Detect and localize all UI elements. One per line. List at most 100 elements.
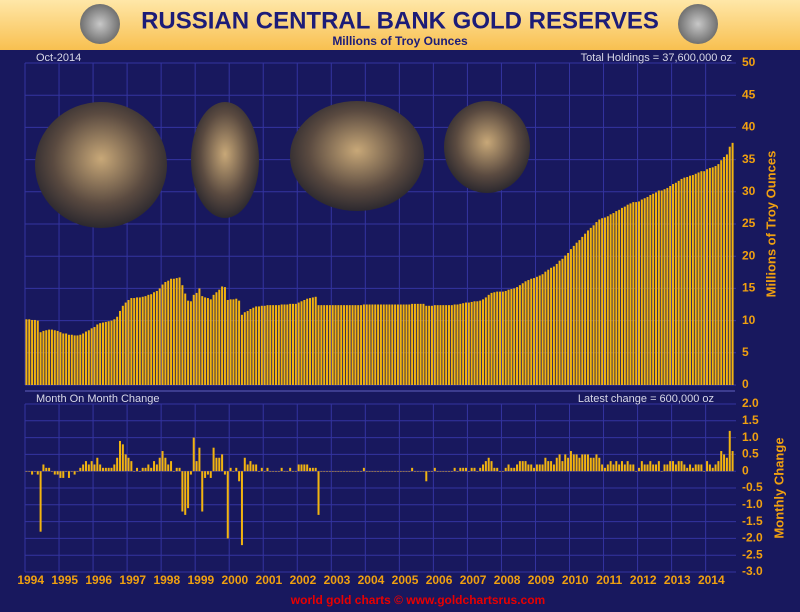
- bar: [25, 471, 28, 472]
- bar: [544, 457, 547, 472]
- bar: [289, 467, 292, 472]
- bar: [53, 330, 56, 385]
- bar: [728, 430, 731, 472]
- bar: [629, 464, 632, 472]
- bar: [274, 471, 277, 472]
- bar: [626, 204, 629, 385]
- bar: [133, 471, 136, 472]
- bar: [45, 467, 48, 472]
- bar: [306, 464, 309, 472]
- bar: [62, 471, 65, 478]
- bar: [138, 471, 141, 472]
- bar: [280, 304, 283, 385]
- bar: [283, 304, 286, 385]
- bar: [433, 467, 436, 472]
- bar: [547, 269, 550, 385]
- bar: [67, 471, 70, 478]
- bar: [700, 464, 703, 472]
- bar: [623, 464, 626, 472]
- bar: [388, 304, 391, 385]
- bar: [306, 298, 309, 385]
- bar: [572, 454, 575, 472]
- emblem: [80, 4, 120, 44]
- bar: [371, 471, 374, 472]
- bar: [136, 297, 139, 385]
- bar: [445, 471, 448, 472]
- y-tick-label: -2.5: [742, 547, 763, 561]
- bar: [48, 467, 51, 472]
- bar: [683, 177, 686, 385]
- bar: [462, 467, 465, 472]
- bar: [153, 461, 156, 472]
- bar: [538, 275, 541, 385]
- bar: [595, 222, 598, 385]
- bar: [689, 175, 692, 385]
- bar: [260, 305, 263, 385]
- bar: [255, 464, 258, 472]
- bar: [592, 225, 595, 385]
- y-tick-label: 35: [742, 152, 756, 166]
- bar: [379, 471, 382, 472]
- bar: [334, 305, 337, 385]
- bar: [603, 467, 606, 472]
- bar: [223, 287, 226, 385]
- bar: [467, 302, 470, 385]
- bar: [430, 305, 433, 385]
- bar: [252, 464, 255, 472]
- bar: [113, 319, 116, 385]
- bar: [419, 471, 422, 472]
- bar: [697, 464, 700, 472]
- bar: [289, 303, 292, 385]
- bar: [170, 461, 173, 472]
- bar: [294, 303, 297, 385]
- bar: [33, 319, 36, 385]
- bar: [609, 214, 612, 385]
- bar: [50, 471, 53, 472]
- x-tick-label: 2008: [494, 573, 521, 587]
- bar: [167, 464, 170, 472]
- bar: [535, 464, 538, 472]
- bar: [706, 169, 709, 385]
- bar: [70, 334, 73, 385]
- bar: [323, 305, 326, 385]
- bar: [283, 471, 286, 472]
- bar: [618, 209, 621, 385]
- y-tick-label: 1.0: [742, 430, 759, 444]
- bar: [110, 467, 113, 472]
- bar: [192, 294, 195, 385]
- bar: [84, 331, 87, 385]
- bar: [433, 305, 436, 385]
- bar: [592, 457, 595, 472]
- bar: [28, 319, 31, 385]
- bar: [93, 464, 96, 472]
- bar: [354, 471, 357, 472]
- bar: [405, 471, 408, 472]
- bar: [36, 471, 39, 475]
- bar: [101, 322, 104, 385]
- bar: [516, 464, 519, 472]
- bar: [337, 305, 340, 385]
- bar: [238, 471, 241, 482]
- bar: [686, 467, 689, 472]
- bar: [581, 454, 584, 472]
- bar: [201, 296, 204, 385]
- chart-title: RUSSIAN CENTRAL BANK GOLD RESERVES: [141, 7, 659, 34]
- bar: [377, 471, 380, 472]
- bar: [365, 471, 368, 472]
- bar: [93, 327, 96, 385]
- bar: [643, 464, 646, 472]
- bar: [561, 461, 564, 472]
- bar: [470, 301, 473, 385]
- bar: [167, 280, 170, 385]
- bar: [286, 471, 289, 472]
- bar: [326, 471, 329, 472]
- bar: [706, 461, 709, 472]
- bar: [632, 202, 635, 385]
- bar: [473, 301, 476, 385]
- bar: [708, 167, 711, 385]
- bar: [635, 471, 638, 472]
- bar: [229, 299, 232, 385]
- y-tick-label: -0.5: [742, 480, 763, 494]
- bar: [73, 471, 76, 475]
- y-tick-label: 0: [742, 377, 749, 391]
